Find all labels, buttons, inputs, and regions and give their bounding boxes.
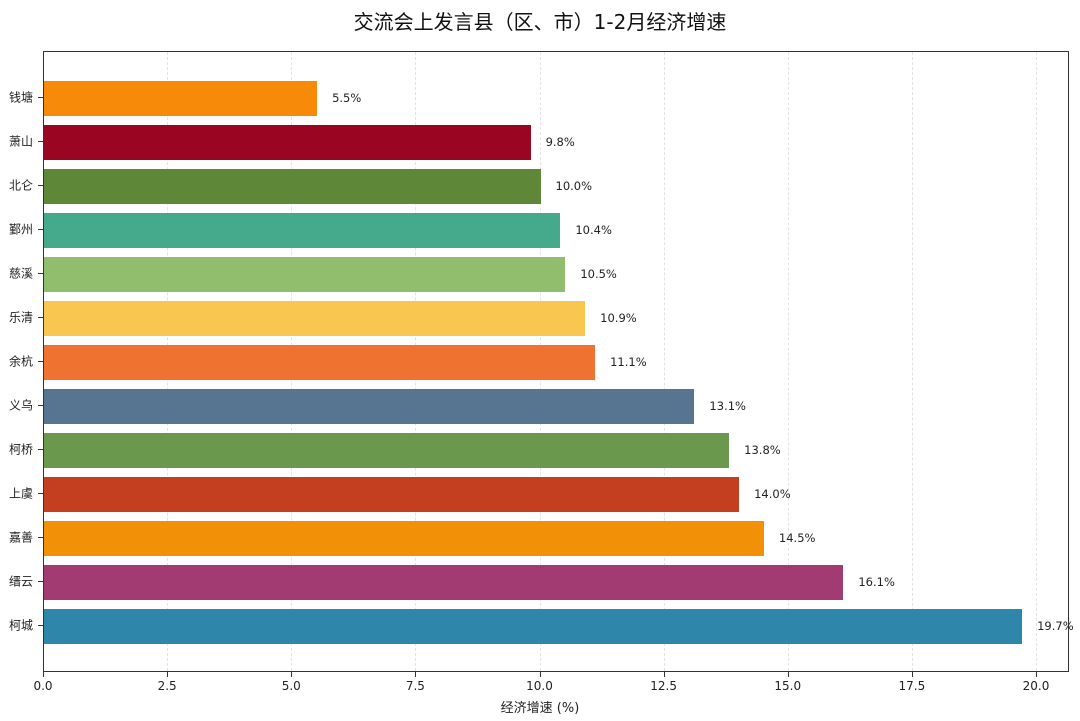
y-tick-label: 义乌 (9, 398, 34, 413)
y-tick (38, 625, 43, 626)
gridline (911, 52, 913, 671)
y-tick (38, 449, 43, 450)
bar-value-label: 10.0% (555, 179, 593, 193)
bar (44, 168, 541, 204)
bar-value-label: 10.9% (600, 311, 637, 325)
bar (44, 124, 531, 160)
x-tick-label: 0.0 (33, 679, 53, 693)
bar-value-label: 11.1% (610, 355, 647, 369)
y-tick-label: 乐清 (9, 310, 34, 325)
bar (44, 520, 764, 556)
y-tick (38, 405, 43, 406)
x-tick-label: 17.5 (898, 679, 926, 693)
x-tick (787, 672, 789, 677)
bar (44, 256, 566, 292)
y-tick (38, 317, 43, 318)
chart-title: 交流会上发言县（区、市）1-2月经济增速 (353, 10, 727, 34)
y-tick-label: 嘉善 (9, 530, 34, 545)
x-tick (663, 672, 665, 677)
y-tick-label: 缙云 (9, 574, 34, 589)
y-tick-label: 慈溪 (9, 266, 34, 281)
y-tick-label: 鄞州 (9, 222, 34, 237)
x-tick-label: 7.5 (405, 679, 425, 693)
x-tick (43, 672, 44, 677)
x-tick-label: 12.5 (650, 679, 677, 693)
bar (44, 608, 1023, 644)
plot-area: 5.5% 9.8% 10.0% 10.4% 10.5% 10.9% 11.1% 13.1% 13… (43, 51, 1074, 672)
x-tick (415, 672, 417, 677)
bar-value-label: 13.8% (744, 443, 781, 457)
x-tick (1036, 672, 1037, 677)
y-tick (38, 493, 43, 494)
x-tick (911, 672, 913, 677)
y-tick (38, 97, 43, 98)
bar (44, 388, 695, 424)
x-tick-label: 15.0 (774, 679, 802, 693)
y-tick (38, 229, 43, 230)
y-tick-label: 萧山 (9, 134, 34, 149)
y-tick-label: 北仑 (9, 178, 34, 193)
bar-value-label: 10.5% (580, 267, 617, 281)
bar (44, 432, 730, 468)
x-tick-label: 10.0 (526, 679, 553, 693)
bar-value-label: 13.1% (709, 399, 746, 413)
bar-value-label: 19.7% (1037, 619, 1074, 633)
bar-value-label: 14.5% (778, 531, 816, 545)
bar-value-label: 10.4% (575, 223, 612, 237)
y-tick (38, 581, 43, 582)
y-tick-label: 钱塘 (9, 90, 34, 105)
y-tick-label: 柯城 (9, 618, 34, 633)
y-tick-label: 柯桥 (9, 442, 34, 457)
gridline (1036, 52, 1037, 671)
x-tick (539, 672, 541, 677)
y-tick-label: 上虞 (9, 486, 34, 501)
x-tick-label: 5.0 (281, 679, 301, 693)
bar-value-label: 16.1% (858, 575, 895, 589)
y-tick (38, 185, 43, 186)
bar (44, 212, 561, 248)
gridline (663, 52, 665, 671)
bar (44, 80, 318, 116)
bar (44, 344, 596, 380)
bar-value-label: 9.8% (545, 135, 575, 149)
bar (44, 300, 586, 336)
y-tick-label: 余杭 (9, 354, 34, 369)
y-tick (38, 141, 43, 142)
bar (44, 476, 740, 512)
bar-value-label: 14.0% (754, 487, 791, 501)
x-axis-title: 经济增速 (%) (500, 701, 580, 716)
bar-value-label: 5.5% (332, 91, 362, 105)
bar (44, 564, 844, 600)
y-tick (38, 537, 43, 538)
y-tick (38, 361, 43, 362)
x-tick (291, 672, 293, 677)
x-tick-label: 20.0 (1022, 679, 1050, 693)
y-tick (38, 273, 43, 274)
x-tick (167, 672, 169, 677)
x-tick-label: 2.5 (157, 679, 177, 693)
gridline (787, 52, 789, 671)
